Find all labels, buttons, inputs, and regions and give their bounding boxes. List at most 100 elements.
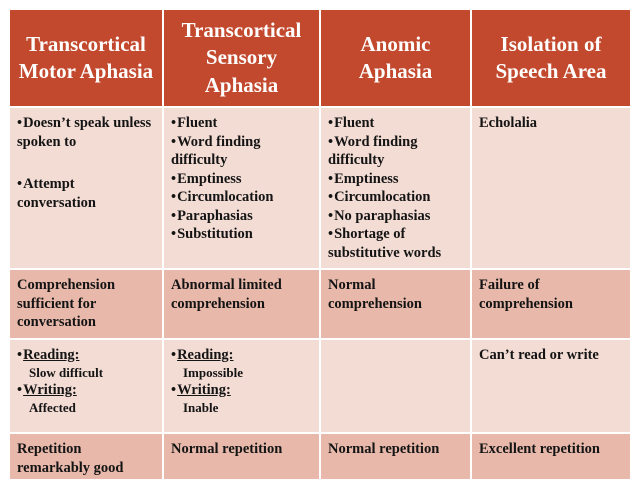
aphasia-comparison-table: Transcortical Motor Aphasia Transcortical… xyxy=(8,8,632,479)
cell-text: Reading: xyxy=(177,347,234,364)
bullet-line: •Paraphasias xyxy=(171,207,312,226)
table-cell: Normal comprehension xyxy=(319,268,472,341)
cell-text: Writing: xyxy=(23,382,77,399)
bullet-line: •Word finding difficulty xyxy=(171,133,312,170)
cell-text: Inable xyxy=(183,399,219,415)
table-cell: Normal repetition xyxy=(162,432,321,479)
table-cell: •Fluent •Word finding difficulty •Emptines… xyxy=(162,105,321,271)
text-line: Inable xyxy=(171,400,312,417)
bullet-icon: • xyxy=(171,189,177,206)
cell-text: Shortage of substitutive words xyxy=(328,226,442,261)
cell-text: Comprehension sufficient for conversatio… xyxy=(17,277,116,331)
cell-text: Word finding difficulty xyxy=(328,133,418,169)
cell-text: Can’t read or write xyxy=(479,347,599,364)
bullet-line: •Fluent xyxy=(328,114,463,133)
table-cell xyxy=(319,338,472,435)
text-line: Excellent repetition xyxy=(479,440,623,459)
column-header: Isolation of Speech Area xyxy=(470,8,632,108)
bullet-line: •Circumlocation xyxy=(328,188,463,207)
bullet-line: •Substitution xyxy=(171,225,312,244)
cell-text: No paraphasias xyxy=(334,207,431,224)
bullet-line: •Writing: xyxy=(171,381,312,400)
table-row: •Doesn’t speak unless spoken to •Attempt … xyxy=(8,105,632,271)
table-cell: Abnormal limited comprehension xyxy=(162,268,321,341)
table-cell: Excellent repetition xyxy=(470,432,632,479)
cell-text: Attempt conversation xyxy=(17,176,96,211)
bullet-icon: • xyxy=(171,133,177,150)
cell-text: Repetition remarkably good xyxy=(17,441,124,476)
bullet-icon: • xyxy=(328,133,334,150)
bullet-icon: • xyxy=(171,347,177,364)
table-cell: Failure of comprehension xyxy=(470,268,632,341)
bullet-icon: • xyxy=(17,347,23,364)
text-line: Abnormal limited comprehension xyxy=(171,276,312,313)
bullet-line: •No paraphasias xyxy=(328,207,463,226)
cell-text: Echolalia xyxy=(479,115,538,131)
table-cell: •Fluent •Word finding difficulty •Emptines… xyxy=(319,105,472,271)
bullet-line: •Emptiness xyxy=(171,170,312,189)
cell-text: Fluent xyxy=(177,115,218,131)
cell-text: Excellent repetition xyxy=(479,441,600,458)
bullet-line: •Word finding difficulty xyxy=(328,133,463,170)
bullet-icon: • xyxy=(328,226,334,243)
cell-text: Word finding difficulty xyxy=(171,133,261,169)
cell-text: Circumlocation xyxy=(177,189,274,206)
cell-text: Reading: xyxy=(23,347,80,364)
text-line: Failure of comprehension xyxy=(479,276,623,313)
column-header: Transcortical Motor Aphasia xyxy=(8,8,164,108)
cell-text: Doesn’t speak unless spoken to xyxy=(17,115,152,150)
cell-text: Normal repetition xyxy=(328,441,440,458)
text-line: Impossible xyxy=(171,365,312,382)
cell-text: Fluent xyxy=(334,115,375,131)
bullet-line: •Reading: xyxy=(17,346,155,365)
header-row: Transcortical Motor Aphasia Transcortical… xyxy=(8,8,632,108)
cell-text: Failure of comprehension xyxy=(479,277,573,312)
bullet-line: •Reading: xyxy=(171,346,312,365)
text-line: Slow difficult xyxy=(17,365,155,382)
bullet-icon: • xyxy=(171,382,177,399)
table-cell: •Doesn’t speak unless spoken to •Attempt … xyxy=(8,105,164,271)
cell-text: Affected xyxy=(29,399,76,415)
table-cell: Comprehension sufficient for conversatio… xyxy=(8,268,164,341)
table-cell: •Reading: Impossible •Writing: Inable xyxy=(162,338,321,435)
table-cell: •Reading: Slow difficult •Writing: Affected xyxy=(8,338,164,435)
table-cell: Normal repetition xyxy=(319,432,472,479)
cell-text: Normal repetition xyxy=(171,441,283,458)
table-row: •Reading: Slow difficult •Writing: Affected… xyxy=(8,338,632,435)
bullet-line: •Circumlocation xyxy=(171,188,312,207)
bullet-icon: • xyxy=(328,115,334,131)
text-line: Repetition remarkably good xyxy=(17,440,155,477)
column-header: Transcortical Sensory Aphasia xyxy=(162,8,321,108)
text-line: Normal repetition xyxy=(328,440,463,459)
bullet-icon: • xyxy=(17,115,23,131)
text-line: Affected xyxy=(17,400,155,417)
table-row: Comprehension sufficient for conversatio… xyxy=(8,268,632,341)
bullet-line: •Shortage of substitutive words xyxy=(328,225,463,262)
bullet-icon: • xyxy=(328,207,334,224)
bullet-icon: • xyxy=(17,382,23,399)
text-line: Echolalia xyxy=(479,114,623,133)
cell-text: Impossible xyxy=(183,364,243,380)
cell-text: Abnormal limited comprehension xyxy=(171,277,282,312)
cell-text: Writing: xyxy=(177,382,231,399)
bullet-line: •Attempt conversation xyxy=(17,175,155,212)
bullet-line: •Fluent xyxy=(171,114,312,133)
text-line xyxy=(17,151,155,175)
table-cell: Echolalia xyxy=(470,105,632,271)
table-body: •Doesn’t speak unless spoken to •Attempt … xyxy=(8,105,632,479)
bullet-line: •Doesn’t speak unless spoken to xyxy=(17,114,155,151)
bullet-line: •Emptiness xyxy=(328,170,463,189)
table-cell: Can’t read or write xyxy=(470,338,632,435)
column-header: Anomic Aphasia xyxy=(319,8,472,108)
text-line: Comprehension sufficient for conversatio… xyxy=(17,276,155,332)
cell-text: Slow difficult xyxy=(29,364,104,380)
cell-text: Circumlocation xyxy=(334,189,431,206)
text-line: Normal repetition xyxy=(171,440,312,459)
cell-text: Substitution xyxy=(177,226,253,243)
text-line: Normal comprehension xyxy=(328,276,463,313)
bullet-icon: • xyxy=(328,170,334,187)
bullet-icon: • xyxy=(171,115,177,131)
table-row: Repetition remarkably good Normal repetit… xyxy=(8,432,632,479)
bullet-icon: • xyxy=(171,170,177,187)
